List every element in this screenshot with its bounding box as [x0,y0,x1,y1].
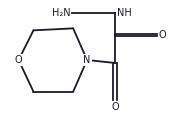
Text: N: N [83,55,91,65]
Text: O: O [111,102,119,112]
Text: H₂N: H₂N [52,8,70,18]
Text: O: O [159,30,166,40]
Text: NH: NH [117,8,132,18]
Text: O: O [15,55,22,65]
